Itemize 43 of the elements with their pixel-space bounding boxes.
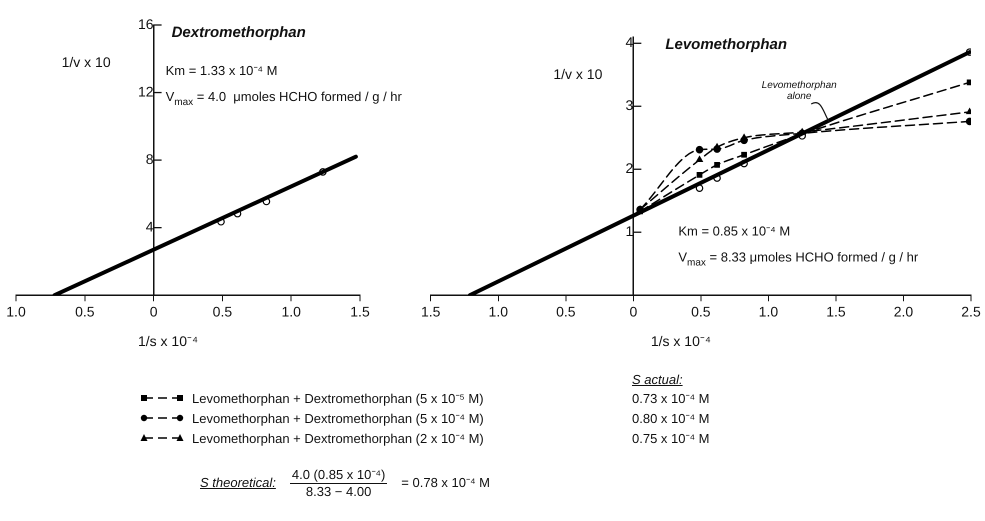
y-tick-label: 2 [626, 160, 634, 176]
legend-label: Levomethorphan + Dextromethorphan (5 x 10⁻⁵ M) [192, 390, 485, 407]
x-tick-label: 1.0 [488, 303, 508, 320]
text: 0.75 x 10⁻⁴ M [632, 430, 711, 447]
text: = 0.78 x 10⁻⁴ M [401, 474, 490, 491]
y-tick-label: 4 [626, 34, 634, 50]
x-tick-label: 0.5 [212, 303, 232, 320]
annotation: Levomethorphan alone [762, 80, 838, 102]
x-tick-label: 1.5 [826, 303, 846, 320]
text: S actual: [632, 372, 684, 387]
y-tick-label: 3 [626, 97, 634, 114]
x-tick-label: 1.0 [6, 303, 26, 320]
text: 0.73 x 10⁻⁴ M [632, 390, 711, 407]
x-axis-title: 1/s x 10⁻⁴ [650, 333, 711, 349]
x-tick-label: 0 [629, 303, 638, 320]
x-tick-label: 1.0 [758, 303, 778, 320]
x-tick-label: 2.0 [894, 303, 914, 320]
text: 0.80 x 10⁻⁴ M [632, 410, 711, 427]
y-tick-label: 1 [626, 223, 634, 240]
y-tick-label: 4 [146, 218, 154, 235]
x-axis-title: 1/s x 10⁻⁴ [138, 333, 198, 349]
text: 4.0 (0.85 x 10⁻⁴) [290, 465, 388, 484]
annotation: Km = 0.85 x 10⁻⁴ M [678, 223, 790, 238]
x-tick-label: 0 [150, 303, 158, 320]
annotation: Km = 1.33 x 10⁻⁴ M [166, 63, 278, 78]
y-axis-title: 1/v x 10 [62, 54, 111, 70]
x-tick-label: 0.5 [691, 303, 711, 320]
y-tick-label: 8 [146, 150, 154, 167]
x-tick-label: 0.5 [75, 303, 95, 320]
chart-title: Levomethorphan [665, 36, 788, 53]
text: S theoretical: [200, 474, 276, 490]
y-tick-label: 12 [138, 83, 154, 100]
y-axis-title: 1/v x 10 [553, 66, 603, 82]
x-tick-label: 2.5 [961, 303, 981, 320]
text: 8.33 − 4.00 [306, 484, 372, 499]
legend-label: Levomethorphan + Dextromethorphan (2 x 10⁻⁴ M) [192, 430, 485, 447]
chart-title: Dextromethorphan [172, 24, 306, 41]
x-tick-label: 1.0 [281, 303, 302, 320]
x-tick-label: 1.5 [350, 303, 370, 320]
y-tick-label: 16 [138, 16, 154, 32]
x-tick-label: 0.5 [556, 303, 576, 320]
legend-label: Levomethorphan + Dextromethorphan (5 x 10⁻⁴ M) [192, 410, 485, 427]
x-tick-label: 1.5 [420, 303, 441, 320]
